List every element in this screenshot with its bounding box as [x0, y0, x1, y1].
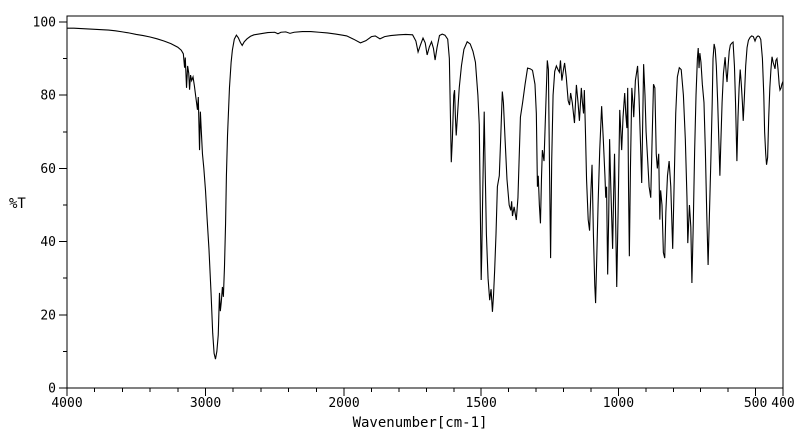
x-axis-label: Wavenumber[cm-1]	[353, 415, 488, 431]
axis-ticks	[59, 21, 784, 396]
spectrum-trace	[67, 27, 784, 360]
plot-frame	[66, 15, 784, 389]
y-tick-label: 80	[40, 89, 56, 104]
x-tick-label: 4000	[51, 396, 82, 411]
x-tick-label: 500	[744, 396, 767, 411]
y-tick-label: 0	[48, 382, 56, 397]
x-tick-label: 1000	[603, 396, 634, 411]
y-tick-label: 100	[33, 16, 56, 31]
x-tick-label: 1500	[466, 396, 497, 411]
y-tick-label: 60	[40, 162, 56, 177]
x-tick-label: 3000	[190, 396, 221, 411]
x-tick-label: 2000	[328, 396, 359, 411]
y-tick-label: 40	[40, 235, 56, 250]
y-axis-label: %T	[9, 196, 26, 212]
y-tick-label: 20	[40, 308, 56, 323]
x-tick-label: 400	[771, 396, 794, 411]
